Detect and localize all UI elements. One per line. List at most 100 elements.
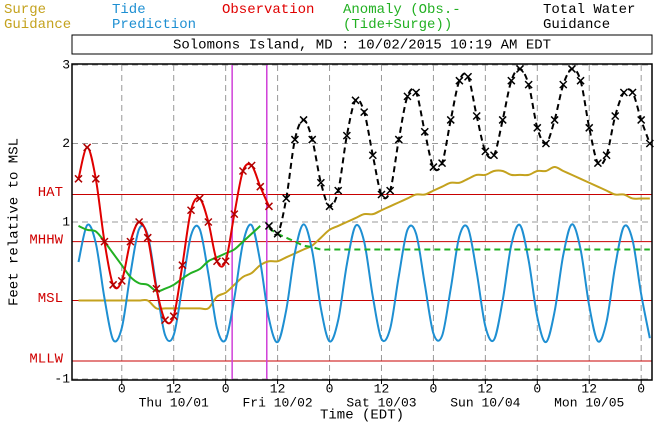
- legend-entry: Total Water Guidance: [543, 2, 636, 33]
- chart-title: Solomons Island, MD : 10/02/2015 10:19 A…: [173, 38, 551, 54]
- data-marker: [585, 123, 594, 132]
- data-marker: [143, 233, 152, 242]
- data-marker: [238, 166, 248, 176]
- data-marker: [524, 80, 533, 89]
- x-axis-label: Time (EDT): [320, 408, 404, 424]
- data-marker: [91, 174, 100, 183]
- day-label: Sat 10/03: [346, 395, 416, 410]
- y-tick-label: 1: [62, 214, 70, 229]
- data-marker: [429, 163, 438, 172]
- series-line: [78, 166, 650, 311]
- day-label: Fri 10/02: [242, 395, 312, 410]
- data-marker: [602, 151, 611, 160]
- data-marker: [567, 64, 576, 73]
- data-marker: [576, 76, 585, 85]
- data-marker: [117, 276, 126, 285]
- datum-label: MLLW: [29, 352, 63, 368]
- day-label: Thu 10/01: [139, 395, 209, 410]
- data-marker: [100, 237, 109, 246]
- data-marker: [507, 76, 516, 85]
- data-marker: [195, 194, 204, 203]
- data-marker: [533, 123, 542, 132]
- data-marker: [515, 64, 525, 73]
- data-marker: [247, 161, 256, 170]
- y-tick-label: 2: [62, 136, 70, 151]
- data-marker: [368, 151, 377, 160]
- data-marker: [264, 221, 273, 230]
- data-marker: [282, 194, 291, 203]
- x-tick-label: 0: [430, 381, 438, 396]
- data-marker: [377, 190, 386, 199]
- data-marker: [403, 92, 412, 101]
- y-tick-label: -1: [54, 371, 70, 386]
- data-marker: [351, 96, 360, 105]
- data-marker: [394, 135, 403, 144]
- data-marker: [481, 147, 490, 156]
- data-marker: [420, 127, 429, 136]
- datum-label: MHHW: [29, 232, 63, 248]
- data-marker: [186, 206, 196, 215]
- data-marker: [464, 72, 473, 81]
- x-tick-label: 0: [533, 381, 541, 396]
- legend-entry: Tide Prediction: [112, 2, 197, 33]
- data-marker: [299, 115, 308, 124]
- data-marker: [342, 131, 351, 140]
- data-marker: [83, 143, 92, 152]
- day-label: Sun 10/04: [450, 395, 520, 410]
- data-marker: [619, 88, 628, 97]
- data-marker: [611, 111, 620, 121]
- x-tick-label: 12: [478, 381, 494, 396]
- data-marker: [178, 261, 187, 270]
- data-marker: [637, 115, 646, 124]
- data-marker: [74, 174, 83, 183]
- legend-entry: Observation: [222, 2, 315, 18]
- data-marker: [204, 217, 213, 227]
- data-marker: [109, 280, 118, 289]
- data-marker: [412, 88, 421, 97]
- data-marker: [135, 217, 144, 227]
- data-marker: [550, 115, 559, 124]
- series-line: [78, 225, 261, 293]
- title-box: [71, 34, 653, 55]
- data-marker: [593, 159, 602, 168]
- legend-entry: Surge Guidance: [4, 2, 72, 33]
- x-tick-label: 0: [326, 381, 334, 396]
- data-marker: [212, 257, 222, 266]
- data-marker: [290, 135, 299, 144]
- series-line: [268, 227, 650, 251]
- x-tick-label: 0: [118, 381, 126, 396]
- series-line: [77, 223, 651, 344]
- data-marker: [264, 202, 273, 211]
- data-marker: [126, 237, 135, 246]
- y-axis-label: Feet relative to MSL: [7, 138, 23, 306]
- data-marker: [161, 316, 170, 325]
- data-marker: [360, 108, 369, 117]
- data-marker: [472, 111, 481, 121]
- data-marker: [559, 80, 568, 89]
- data-marker: [386, 186, 395, 195]
- data-marker: [498, 115, 507, 124]
- data-marker: [628, 88, 637, 97]
- x-tick-label: 12: [166, 381, 182, 396]
- x-tick-label: 0: [637, 381, 645, 396]
- data-marker: [334, 186, 343, 195]
- data-marker: [230, 210, 239, 219]
- y-tick-label: 3: [62, 57, 70, 72]
- x-tick-label: 12: [374, 381, 390, 396]
- data-marker: [316, 178, 325, 187]
- data-marker: [446, 115, 455, 124]
- data-marker: [489, 151, 499, 160]
- data-marker: [308, 135, 317, 144]
- day-label: Mon 10/05: [554, 395, 624, 410]
- datum-label: HAT: [38, 185, 63, 201]
- data-marker: [273, 229, 282, 238]
- x-tick-label: 12: [581, 381, 597, 396]
- datum-label: MSL: [38, 291, 63, 307]
- data-marker: [221, 257, 230, 266]
- data-marker: [256, 182, 265, 191]
- data-marker: [325, 202, 334, 211]
- data-marker: [152, 284, 161, 293]
- data-marker: [541, 139, 550, 148]
